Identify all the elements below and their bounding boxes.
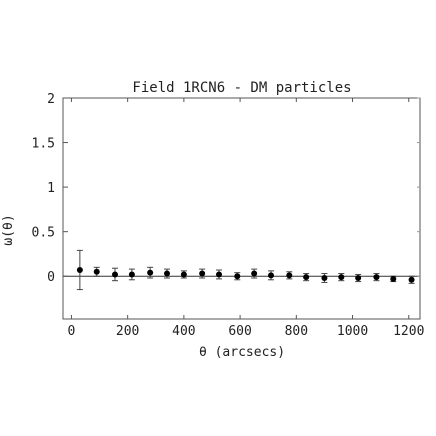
x-tick-label: 600 [228, 324, 251, 339]
x-tick-label: 800 [285, 324, 308, 339]
y-tick-label: 1.5 [32, 137, 55, 152]
axes: 0 200 400 600 800 1000 1200 0 0.5 1 1.5 2 [32, 92, 425, 339]
x-tick-label: 400 [172, 324, 195, 339]
data-points [76, 249, 415, 291]
data-point [408, 276, 415, 283]
data-point [164, 270, 171, 277]
data-point [199, 270, 206, 277]
x-tick-label: 1000 [337, 324, 368, 339]
data-point [373, 274, 380, 281]
y-tick-label: 0.5 [32, 226, 55, 241]
chart-title: Field 1RCN6 - DM particles [132, 80, 351, 96]
x-tick-label: 0 [68, 324, 76, 339]
data-point [112, 271, 119, 278]
data-point [180, 271, 187, 278]
data-point [338, 274, 345, 281]
data-point [147, 269, 154, 276]
data-point [128, 271, 135, 278]
data-point [268, 272, 275, 279]
x-tick-label: 200 [116, 324, 139, 339]
data-point [234, 273, 241, 280]
data-point [303, 274, 310, 281]
data-point [76, 266, 83, 273]
y-tick-label: 1 [47, 181, 55, 196]
data-point [251, 270, 258, 277]
data-point [355, 275, 362, 282]
data-point [216, 271, 223, 278]
plot-frame [62, 97, 421, 320]
y-tick-label: 2 [47, 92, 55, 107]
y-axis-label: ω(θ) [1, 214, 16, 245]
data-point [286, 272, 293, 279]
data-point [390, 275, 397, 282]
x-axis-label: θ (arcsecs) [199, 345, 285, 360]
data-point [93, 268, 100, 275]
y-tick-label: 0 [47, 270, 55, 285]
x-tick-label: 1200 [393, 324, 424, 339]
data-point [321, 275, 328, 282]
